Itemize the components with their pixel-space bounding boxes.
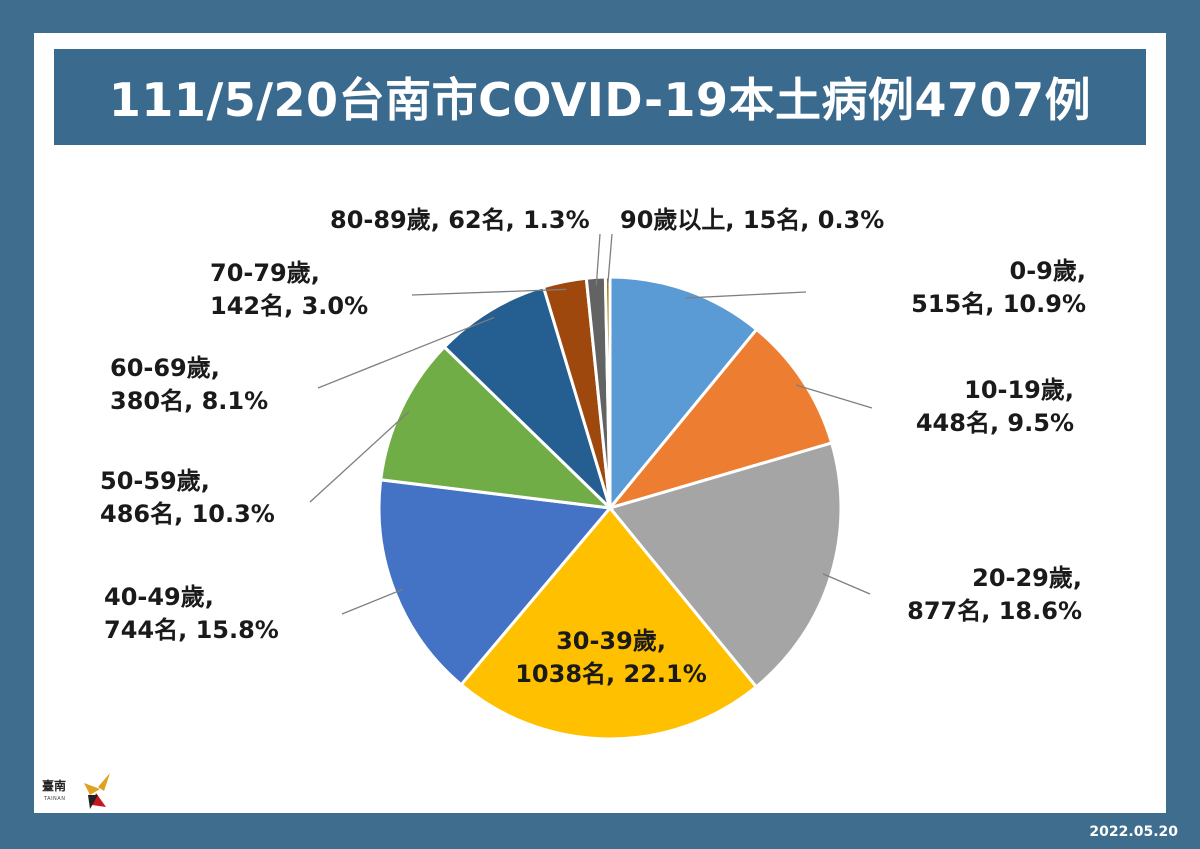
pie-slice-50-59歲 <box>379 344 615 511</box>
leader-line-80-89歲 <box>595 233 601 286</box>
label-90-plus: 90歲以上, 15名, 0.3% <box>620 204 884 237</box>
leader-line-20-29歲 <box>822 573 871 595</box>
label-60-69-line2: 380名, 8.1% <box>110 387 269 415</box>
label-50-59: 50-59歲, 486名, 10.3% <box>100 465 330 531</box>
label-10-19: 10-19歲, 448名, 9.5% <box>874 374 1074 440</box>
leader-line-0-9歲 <box>685 291 807 299</box>
leader-line-50-59歲 <box>309 411 410 503</box>
tainan-logo-icon <box>84 773 110 809</box>
label-40-49-line2: 744名, 15.8% <box>104 616 279 644</box>
label-0-9-line1: 0-9歲, <box>1009 257 1086 285</box>
leader-line-40-49歲 <box>341 588 403 615</box>
label-80-89: 80-89歲, 62名, 1.3% <box>330 204 590 237</box>
label-10-19-line1: 10-19歲, <box>964 376 1074 404</box>
pie-chart <box>309 233 873 741</box>
label-20-29-line2: 877名, 18.6% <box>907 597 1082 625</box>
label-30-39-line1: 30-39歲, <box>556 627 666 655</box>
label-20-29-line1: 20-29歲, <box>972 564 1082 592</box>
chart-title: 111/5/20台南市COVID-19本土病例4707例 <box>108 73 1092 127</box>
label-90-plus-line1: 90歲以上, 15名, 0.3% <box>620 206 885 234</box>
label-70-79: 70-79歲, 142名, 3.0% <box>210 257 440 323</box>
label-20-29: 20-29歲, 877名, 18.6% <box>870 562 1082 628</box>
label-50-59-line1: 50-59歲, <box>100 467 210 495</box>
leader-line-60-69歲 <box>317 316 495 389</box>
label-80-89-line1: 80-89歲, 62名, 1.3% <box>330 206 590 234</box>
label-60-69-line1: 60-69歲, <box>110 354 220 382</box>
date-stamp: 2022.05.20 <box>1089 824 1178 840</box>
tainan-logo: 臺南 TAINAN <box>40 765 120 810</box>
pie-slice-20-29歲 <box>607 441 843 689</box>
label-0-9: 0-9歲, 515名, 10.9% <box>856 255 1086 321</box>
pie-slice-90歲以上 <box>603 275 612 509</box>
leader-line-90歲以上 <box>607 233 613 286</box>
label-10-19-line2: 448名, 9.5% <box>915 409 1074 437</box>
pie-slice-60-69歲 <box>442 284 614 514</box>
pie-slice-0-9歲 <box>608 275 759 513</box>
title-bar: 111/5/20台南市COVID-19本土病例4707例 <box>54 49 1146 145</box>
pie-slice-30-39歲 <box>459 505 759 741</box>
label-60-69: 60-69歲, 380名, 8.1% <box>110 352 340 418</box>
label-30-39-line2: 1038名, 22.1% <box>515 660 707 688</box>
label-40-49-line1: 40-49歲, <box>104 583 214 611</box>
pie-slice-10-19歲 <box>605 327 834 511</box>
logo-subtext: TAINAN <box>44 796 66 802</box>
label-30-39: 30-39歲, 1038名, 22.1% <box>496 625 726 691</box>
label-70-79-line1: 70-79歲, <box>210 259 320 287</box>
label-40-49: 40-49歲, 744名, 15.8% <box>104 581 334 647</box>
leader-line-10-19歲 <box>795 384 873 409</box>
logo-text: 臺南 <box>42 779 67 793</box>
label-70-79-line2: 142名, 3.0% <box>210 292 369 320</box>
chart-card: 111/5/20台南市COVID-19本土病例4707例 0-9歲, 515名,… <box>34 33 1166 813</box>
label-0-9-line2: 515名, 10.9% <box>911 290 1086 318</box>
label-50-59-line2: 486名, 10.3% <box>100 500 275 528</box>
leader-line-70-79歲 <box>411 288 567 296</box>
